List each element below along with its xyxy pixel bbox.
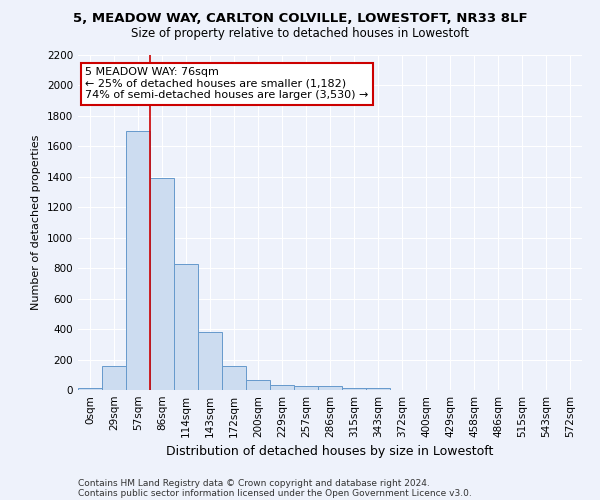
Bar bbox=[246, 380, 270, 390]
Bar bbox=[126, 131, 150, 390]
Text: 5 MEADOW WAY: 76sqm
← 25% of detached houses are smaller (1,182)
74% of semi-det: 5 MEADOW WAY: 76sqm ← 25% of detached ho… bbox=[85, 67, 368, 100]
Text: Contains public sector information licensed under the Open Government Licence v3: Contains public sector information licen… bbox=[78, 488, 472, 498]
Bar bbox=[318, 386, 342, 390]
Text: 5, MEADOW WAY, CARLTON COLVILLE, LOWESTOFT, NR33 8LF: 5, MEADOW WAY, CARLTON COLVILLE, LOWESTO… bbox=[73, 12, 527, 26]
Text: Contains HM Land Registry data © Crown copyright and database right 2024.: Contains HM Land Registry data © Crown c… bbox=[78, 478, 430, 488]
X-axis label: Distribution of detached houses by size in Lowestoft: Distribution of detached houses by size … bbox=[166, 446, 494, 458]
Bar bbox=[150, 178, 174, 390]
Bar bbox=[198, 332, 222, 390]
Y-axis label: Number of detached properties: Number of detached properties bbox=[31, 135, 41, 310]
Bar bbox=[270, 384, 294, 390]
Text: Size of property relative to detached houses in Lowestoft: Size of property relative to detached ho… bbox=[131, 28, 469, 40]
Bar bbox=[78, 388, 102, 390]
Bar bbox=[174, 264, 198, 390]
Bar bbox=[342, 388, 366, 390]
Bar bbox=[366, 388, 390, 390]
Bar bbox=[222, 366, 246, 390]
Bar bbox=[294, 386, 318, 390]
Bar bbox=[102, 366, 126, 390]
